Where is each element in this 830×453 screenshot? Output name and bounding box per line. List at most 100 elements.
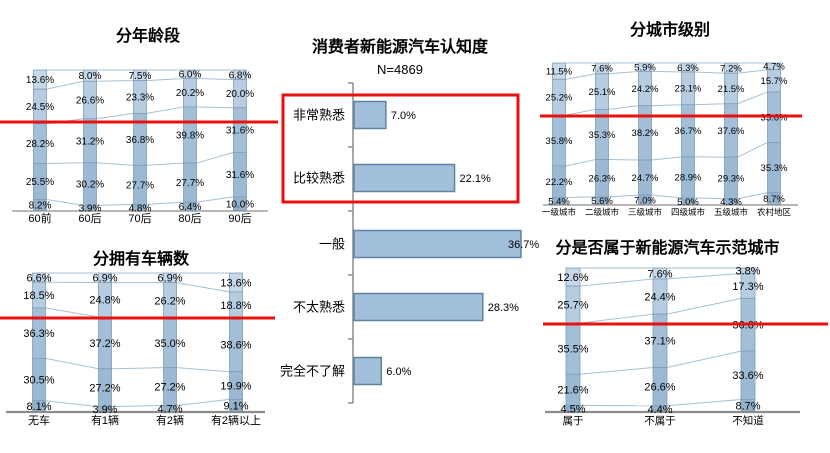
segment-value-label: 30.5% bbox=[23, 374, 54, 386]
series-connector-line bbox=[579, 313, 654, 324]
segment-value-label: 26.6% bbox=[644, 382, 675, 394]
segment-value-label: 37.6% bbox=[718, 126, 745, 137]
value-bar bbox=[353, 356, 383, 386]
category-label: 不太熟悉 bbox=[293, 300, 345, 315]
series-connector-line bbox=[737, 192, 768, 200]
series-connector-line bbox=[608, 105, 639, 110]
segment-value-label: 27.7% bbox=[176, 178, 204, 189]
segment-value-label: 4.3% bbox=[720, 197, 742, 208]
segment-value-label: 35.3% bbox=[761, 163, 788, 174]
series-connector-line bbox=[651, 104, 682, 107]
series-connector-line bbox=[96, 162, 134, 166]
segment-value-label: 6.8% bbox=[229, 70, 252, 81]
segment-value-label: 19.9% bbox=[220, 380, 251, 392]
red-highlight-box bbox=[281, 93, 520, 204]
series-connector-line bbox=[737, 69, 768, 74]
category-label: 五级城市 bbox=[714, 207, 749, 217]
segment-value-label: 35.6% bbox=[761, 113, 788, 124]
series-connector-line bbox=[45, 400, 99, 408]
demo-city-chart-title: 分是否属于新能源汽车示范城市 bbox=[555, 240, 780, 257]
value-bar bbox=[353, 163, 456, 193]
segment-value-label: 8.1% bbox=[26, 401, 51, 413]
segment-value-label: 27.2% bbox=[89, 383, 120, 395]
category-label: 有1辆 bbox=[91, 413, 119, 427]
category-label: 一级城市 bbox=[542, 207, 577, 217]
segment-value-label: 7.2% bbox=[720, 63, 742, 74]
series-connector-line bbox=[694, 71, 725, 74]
category-label: 60前 bbox=[28, 211, 51, 225]
series-connector-line bbox=[196, 196, 234, 203]
segment-value-label: 15.7% bbox=[761, 76, 788, 87]
segment-value-label: 26.6% bbox=[76, 96, 104, 107]
series-connector-line bbox=[651, 156, 682, 161]
value-bar bbox=[353, 229, 522, 259]
series-connector-line bbox=[96, 112, 134, 120]
segment-value-label: 27.7% bbox=[126, 180, 154, 191]
segment-value-label: 39.8% bbox=[176, 131, 204, 142]
segment-value-label: 22.2% bbox=[546, 177, 573, 188]
segment-value-label: 23.1% bbox=[675, 84, 702, 95]
series-connector-line bbox=[46, 198, 84, 206]
segment-value-label: 35.8% bbox=[546, 136, 573, 147]
segment-value-label: 28.2% bbox=[26, 139, 54, 150]
segment-value-label: 38.6% bbox=[220, 340, 251, 352]
series-connector-line bbox=[666, 272, 742, 280]
series-connector-line bbox=[45, 357, 99, 370]
segment-value-label: 8.7% bbox=[763, 194, 785, 205]
segment-value-label: 5.6% bbox=[591, 196, 613, 207]
age-chart-title: 分年龄段 bbox=[115, 28, 180, 45]
value-label: 36.7% bbox=[508, 239, 539, 251]
segment-value-label: 28.9% bbox=[675, 173, 702, 184]
segment-value-label: 24.5% bbox=[26, 102, 54, 113]
segment-value-label: 21.6% bbox=[557, 385, 588, 397]
value-label: 28.3% bbox=[488, 302, 519, 314]
segment-value-label: 36.3% bbox=[23, 328, 54, 340]
segment-value-label: 7.5% bbox=[129, 71, 152, 82]
series-connector-line bbox=[565, 196, 596, 198]
segment-value-label: 31.2% bbox=[76, 136, 104, 147]
segment-value-label: 24.4% bbox=[644, 291, 675, 303]
segment-value-label: 9.1% bbox=[223, 401, 248, 413]
segment-value-label: 8.2% bbox=[29, 201, 52, 212]
series-connector-line bbox=[608, 70, 639, 75]
segment-value-label: 36.6% bbox=[732, 320, 763, 332]
segment-value-label: 3.9% bbox=[79, 204, 102, 215]
segment-value-label: 4.8% bbox=[129, 203, 152, 214]
category-label: 不知道 bbox=[732, 414, 764, 427]
category-label: 有2辆 bbox=[156, 413, 184, 427]
segment-value-label: 5.9% bbox=[634, 63, 656, 74]
series-connector-line bbox=[196, 106, 234, 109]
segment-value-label: 7.6% bbox=[591, 64, 613, 75]
segment-value-label: 24.8% bbox=[89, 295, 120, 307]
series-connector-line bbox=[694, 197, 725, 200]
segment-value-label: 25.5% bbox=[26, 177, 54, 188]
value-bar bbox=[353, 292, 484, 322]
category-label: 80后 bbox=[178, 212, 201, 225]
center-chart-sample-size: N=4869 bbox=[377, 62, 423, 77]
category-label: 比较熟悉 bbox=[293, 171, 345, 186]
segment-value-label: 4.7% bbox=[157, 404, 182, 416]
series-connector-line bbox=[608, 194, 639, 198]
segment-value-label: 36.7% bbox=[675, 126, 702, 137]
segment-value-label: 35.0% bbox=[154, 338, 185, 350]
segment-value-label: 35.5% bbox=[557, 344, 588, 356]
segment-value-label: 7.0% bbox=[634, 195, 656, 206]
series-connector-line bbox=[666, 398, 742, 407]
category-label: 有2辆以上 bbox=[211, 413, 261, 427]
segment-value-label: 25.7% bbox=[557, 299, 588, 311]
series-connector-line bbox=[651, 70, 682, 73]
segment-value-label: 20.0% bbox=[226, 89, 254, 100]
segment-value-label: 3.9% bbox=[92, 404, 117, 416]
series-connector-line bbox=[579, 278, 654, 287]
segment-value-label: 30.2% bbox=[76, 180, 104, 191]
segment-value-label: 33.6% bbox=[732, 370, 763, 382]
segment-value-label: 4.5% bbox=[560, 403, 585, 415]
segment-value-label: 26.2% bbox=[154, 296, 185, 308]
segment-value-label: 4.4% bbox=[647, 404, 672, 416]
value-label: 22.1% bbox=[460, 173, 491, 185]
series-connector-line bbox=[96, 80, 134, 82]
segment-value-label: 18.5% bbox=[23, 290, 54, 302]
segment-value-label: 6.9% bbox=[157, 273, 182, 285]
segment-value-label: 4.7% bbox=[763, 62, 785, 73]
